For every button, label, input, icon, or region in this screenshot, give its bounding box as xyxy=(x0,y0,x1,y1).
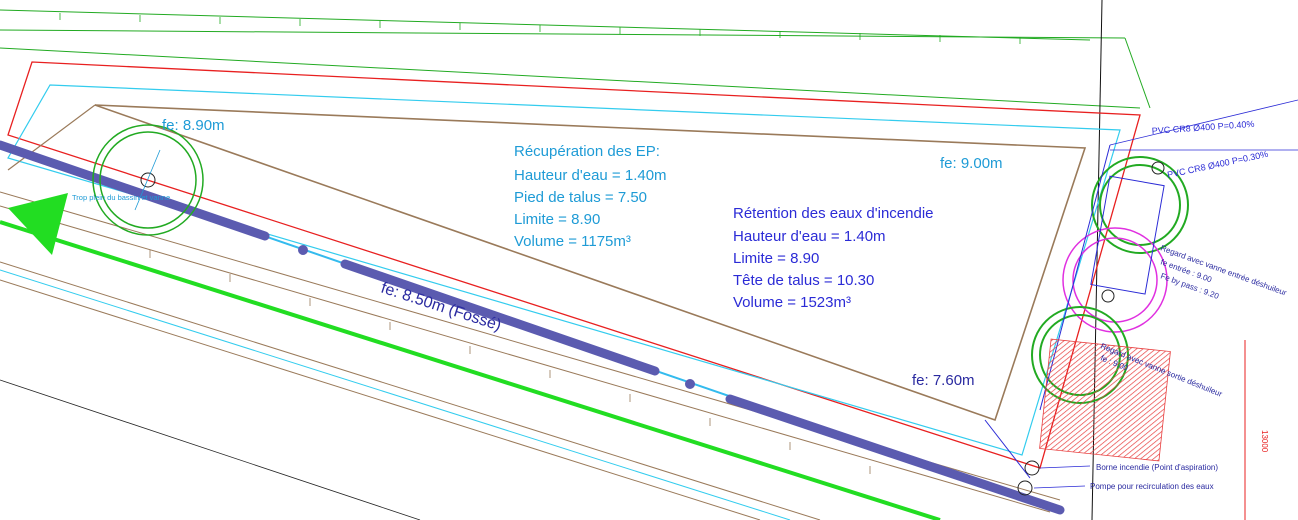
fe-bottom-right-label: fe: 7.60m xyxy=(912,372,975,389)
ep-line-3: Limite = 8.90 xyxy=(514,211,600,228)
incendie-line-3: Tête de talus = 10.30 xyxy=(733,272,874,289)
ep-line-2: Pied de talus = 7.50 xyxy=(514,189,647,206)
trop-plein-manhole xyxy=(92,124,204,236)
borne-incendie-label: Borne incendie (Point d'aspiration) xyxy=(1096,463,1218,472)
incendie-line-2: Limite = 8.90 xyxy=(733,250,819,267)
bottom-right-fittings xyxy=(984,340,1246,520)
hatched-pump-zone xyxy=(1039,338,1171,462)
trop-plein-label: Trop plein du bassin et vanne xyxy=(72,193,170,202)
main-drain-pipe xyxy=(0,140,1065,515)
pvc-pipe-label-1: PVC CR8 Ø400 P=0.40% xyxy=(1151,119,1254,136)
brown-talus-outline xyxy=(94,104,1087,422)
lower-road-lines xyxy=(0,191,1061,520)
lower-tick-marks xyxy=(149,250,871,474)
pvc-pipe-label-2: PVC CR8 Ø400 P=0.30% xyxy=(1166,149,1269,180)
incendie-line-4: Volume = 1523m³ xyxy=(733,294,851,311)
flow-direction-arrow xyxy=(8,193,68,255)
incendie-title: Rétention des eaux d'incendie xyxy=(733,205,934,222)
side-code-label: 13000 xyxy=(1260,430,1269,453)
fe-top-left-label: fe: 8.90m xyxy=(162,117,225,134)
cyan-water-line xyxy=(7,84,1121,456)
ep-recovery-block: Récupération des EP: Hauteur d'eau = 1.4… xyxy=(514,143,667,250)
top-boundary-lines xyxy=(0,9,1151,109)
ep-title: Récupération des EP: xyxy=(514,143,660,160)
fe-top-right-label: fe: 9.00m xyxy=(940,155,1003,172)
ep-line-1: Hauteur d'eau = 1.40m xyxy=(514,167,667,184)
fire-retention-block: Rétention des eaux d'incendie Hauteur d'… xyxy=(733,205,934,311)
brown-talus-left xyxy=(7,104,96,171)
pompe-recirculation-label: Pompe pour recirculation des eaux xyxy=(1090,482,1214,491)
top-tick-marks xyxy=(59,13,1021,44)
ep-line-4: Volume = 1175m³ xyxy=(514,233,631,250)
incendie-line-1: Hauteur d'eau = 1.40m xyxy=(733,228,886,245)
